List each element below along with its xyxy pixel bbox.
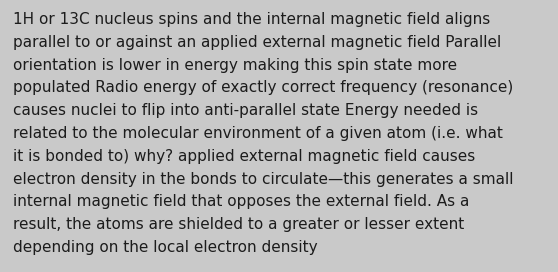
Text: orientation is lower in energy making this spin state more: orientation is lower in energy making th… xyxy=(13,58,457,73)
Text: parallel to or against an applied external magnetic field Parallel: parallel to or against an applied extern… xyxy=(13,35,501,50)
Text: related to the molecular environment of a given atom (i.e. what: related to the molecular environment of … xyxy=(13,126,503,141)
Text: causes nuclei to flip into anti-parallel state Energy needed is: causes nuclei to flip into anti-parallel… xyxy=(13,103,478,118)
Text: depending on the local electron density: depending on the local electron density xyxy=(13,240,318,255)
Text: internal magnetic field that opposes the external field. As a: internal magnetic field that opposes the… xyxy=(13,194,469,209)
Text: it is bonded to) why? applied external magnetic field causes: it is bonded to) why? applied external m… xyxy=(13,149,475,164)
Text: result, the atoms are shielded to a greater or lesser extent: result, the atoms are shielded to a grea… xyxy=(13,217,464,232)
Text: 1H or 13C nucleus spins and the internal magnetic field aligns: 1H or 13C nucleus spins and the internal… xyxy=(13,12,490,27)
Text: populated Radio energy of exactly correct frequency (resonance): populated Radio energy of exactly correc… xyxy=(13,81,513,95)
Text: electron density in the bonds to circulate—this generates a small: electron density in the bonds to circula… xyxy=(13,172,513,187)
